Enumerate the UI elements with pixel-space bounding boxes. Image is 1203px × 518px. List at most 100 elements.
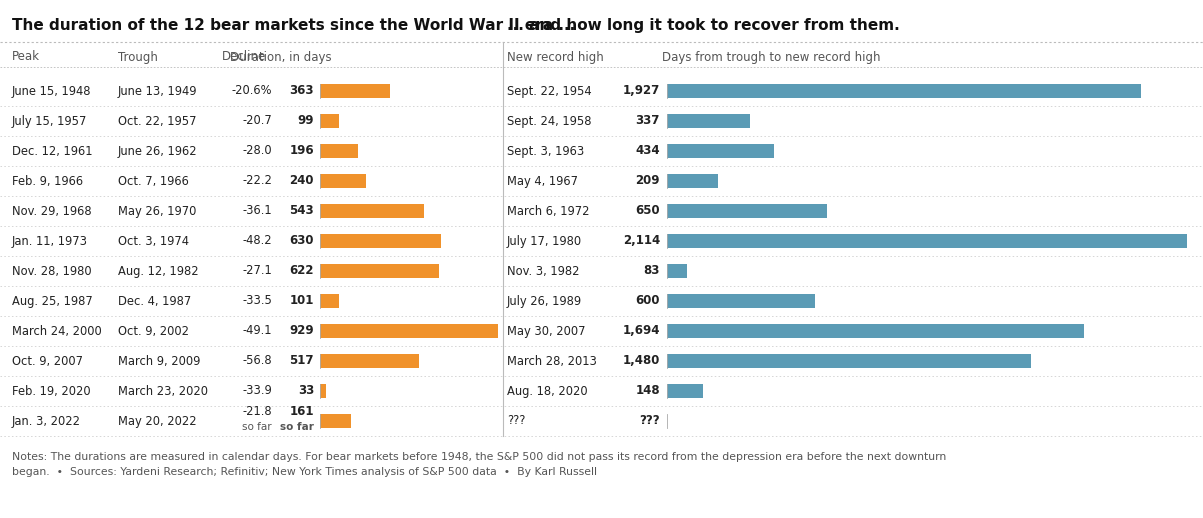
Text: Aug. 18, 2020: Aug. 18, 2020 — [506, 384, 587, 397]
Text: ???: ??? — [639, 414, 660, 427]
Bar — [666, 204, 826, 218]
Text: 161: 161 — [290, 405, 314, 418]
Text: 543: 543 — [290, 205, 314, 218]
Text: June 13, 1949: June 13, 1949 — [118, 84, 197, 97]
Text: July 26, 1989: July 26, 1989 — [506, 295, 582, 308]
Text: Sept. 3, 1963: Sept. 3, 1963 — [506, 145, 585, 157]
Text: 196: 196 — [290, 145, 314, 157]
Text: July 17, 1980: July 17, 1980 — [506, 235, 582, 248]
Bar — [320, 264, 439, 278]
Text: -33.5: -33.5 — [242, 295, 272, 308]
Text: June 26, 1962: June 26, 1962 — [118, 145, 197, 157]
Text: Oct. 7, 1966: Oct. 7, 1966 — [118, 175, 189, 188]
Text: Sept. 22, 1954: Sept. 22, 1954 — [506, 84, 592, 97]
Text: The duration of the 12 bear markets since the World War II era ...: The duration of the 12 bear markets sinc… — [12, 18, 575, 33]
Bar — [666, 84, 1140, 98]
Bar — [666, 384, 704, 398]
Text: 83: 83 — [644, 265, 660, 278]
Bar — [666, 144, 774, 158]
Text: March 23, 2020: March 23, 2020 — [118, 384, 208, 397]
Text: Decline: Decline — [223, 50, 266, 64]
Text: May 4, 1967: May 4, 1967 — [506, 175, 577, 188]
Text: -28.0: -28.0 — [242, 145, 272, 157]
Text: 1,927: 1,927 — [623, 84, 660, 97]
Bar — [666, 264, 687, 278]
Text: -20.6%: -20.6% — [231, 84, 272, 97]
Text: Nov. 3, 1982: Nov. 3, 1982 — [506, 265, 580, 278]
Bar — [320, 174, 366, 188]
Text: Feb. 9, 1966: Feb. 9, 1966 — [12, 175, 83, 188]
Text: May 26, 1970: May 26, 1970 — [118, 205, 196, 218]
Bar — [666, 234, 1187, 248]
Text: -49.1: -49.1 — [243, 324, 272, 338]
Text: Jan. 3, 2022: Jan. 3, 2022 — [12, 414, 81, 427]
Text: July 15, 1957: July 15, 1957 — [12, 114, 88, 127]
Bar — [320, 384, 326, 398]
Bar — [320, 144, 357, 158]
Text: 630: 630 — [290, 235, 314, 248]
Text: 337: 337 — [635, 114, 660, 127]
Bar — [666, 114, 749, 128]
Text: 1,694: 1,694 — [622, 324, 660, 338]
Text: Aug. 25, 1987: Aug. 25, 1987 — [12, 295, 93, 308]
Text: -20.7: -20.7 — [242, 114, 272, 127]
Bar — [320, 414, 351, 428]
Text: -22.2: -22.2 — [242, 175, 272, 188]
Text: Dec. 12, 1961: Dec. 12, 1961 — [12, 145, 93, 157]
Bar — [666, 324, 1084, 338]
Bar — [666, 294, 814, 308]
Text: -21.8: -21.8 — [242, 405, 272, 418]
Text: Oct. 9, 2007: Oct. 9, 2007 — [12, 354, 83, 367]
Text: March 6, 1972: March 6, 1972 — [506, 205, 589, 218]
Text: May 30, 2007: May 30, 2007 — [506, 324, 586, 338]
Text: Trough: Trough — [118, 50, 158, 64]
Bar — [320, 204, 423, 218]
Text: June 15, 1948: June 15, 1948 — [12, 84, 91, 97]
Text: Aug. 12, 1982: Aug. 12, 1982 — [118, 265, 198, 278]
Text: Days from trough to new record high: Days from trough to new record high — [662, 50, 881, 64]
Text: Oct. 9, 2002: Oct. 9, 2002 — [118, 324, 189, 338]
Text: so far: so far — [280, 422, 314, 432]
Text: 101: 101 — [290, 295, 314, 308]
Text: Sept. 24, 1958: Sept. 24, 1958 — [506, 114, 592, 127]
Text: May 20, 2022: May 20, 2022 — [118, 414, 196, 427]
Text: Nov. 29, 1968: Nov. 29, 1968 — [12, 205, 91, 218]
Text: March 28, 2013: March 28, 2013 — [506, 354, 597, 367]
Text: Dec. 4, 1987: Dec. 4, 1987 — [118, 295, 191, 308]
Text: 929: 929 — [290, 324, 314, 338]
Text: March 24, 2000: March 24, 2000 — [12, 324, 102, 338]
Text: 600: 600 — [635, 295, 660, 308]
Bar — [666, 354, 1031, 368]
Text: Feb. 19, 2020: Feb. 19, 2020 — [12, 384, 90, 397]
Text: so far: so far — [242, 422, 272, 432]
Text: Peak: Peak — [12, 50, 40, 64]
Text: 99: 99 — [297, 114, 314, 127]
Text: 148: 148 — [635, 384, 660, 397]
Text: began.  •  Sources: Yardeni Research; Refinitiv; New York Times analysis of S&P : began. • Sources: Yardeni Research; Refi… — [12, 467, 597, 477]
Text: ... and how long it took to recover from them.: ... and how long it took to recover from… — [506, 18, 900, 33]
Text: -56.8: -56.8 — [242, 354, 272, 367]
Text: 209: 209 — [635, 175, 660, 188]
Text: 650: 650 — [635, 205, 660, 218]
Text: Oct. 3, 1974: Oct. 3, 1974 — [118, 235, 189, 248]
Text: Notes: The durations are measured in calendar days. For bear markets before 1948: Notes: The durations are measured in cal… — [12, 452, 947, 462]
Text: -36.1: -36.1 — [242, 205, 272, 218]
Text: 517: 517 — [290, 354, 314, 367]
Text: 363: 363 — [290, 84, 314, 97]
Bar — [320, 324, 498, 338]
Bar — [666, 174, 718, 188]
Bar — [320, 354, 419, 368]
Bar — [320, 84, 390, 98]
Text: 622: 622 — [290, 265, 314, 278]
Text: 33: 33 — [298, 384, 314, 397]
Text: March 9, 2009: March 9, 2009 — [118, 354, 201, 367]
Bar — [320, 294, 339, 308]
Text: Duration, in days: Duration, in days — [230, 50, 332, 64]
Text: Oct. 22, 1957: Oct. 22, 1957 — [118, 114, 196, 127]
Text: -48.2: -48.2 — [242, 235, 272, 248]
Text: -33.9: -33.9 — [242, 384, 272, 397]
Text: New record high: New record high — [506, 50, 604, 64]
Bar — [320, 234, 440, 248]
Text: 434: 434 — [635, 145, 660, 157]
Text: -27.1: -27.1 — [242, 265, 272, 278]
